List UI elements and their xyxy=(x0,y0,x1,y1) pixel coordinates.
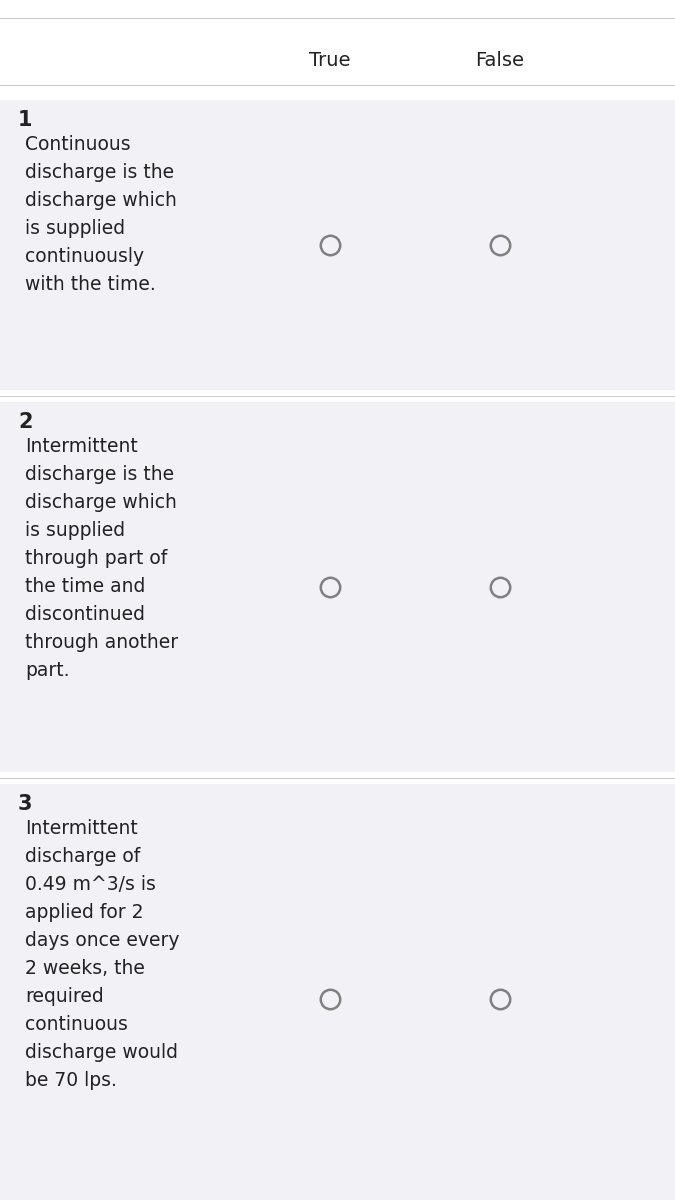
Bar xyxy=(0,100,675,390)
Text: Intermittent
discharge of
0.49 m^3/s is
applied for 2
days once every
2 weeks, t: Intermittent discharge of 0.49 m^3/s is … xyxy=(25,818,180,1090)
Text: True: True xyxy=(309,50,351,70)
Bar xyxy=(0,402,675,772)
Bar xyxy=(0,784,675,1200)
Text: 2: 2 xyxy=(18,412,32,432)
Text: 1: 1 xyxy=(18,110,32,130)
Text: Intermittent
discharge is the
discharge which
is supplied
through part of
the ti: Intermittent discharge is the discharge … xyxy=(25,437,178,680)
Text: 3: 3 xyxy=(18,794,32,814)
Text: Continuous
discharge is the
discharge which
is supplied
continuously
with the ti: Continuous discharge is the discharge wh… xyxy=(25,134,177,294)
Text: False: False xyxy=(475,50,524,70)
